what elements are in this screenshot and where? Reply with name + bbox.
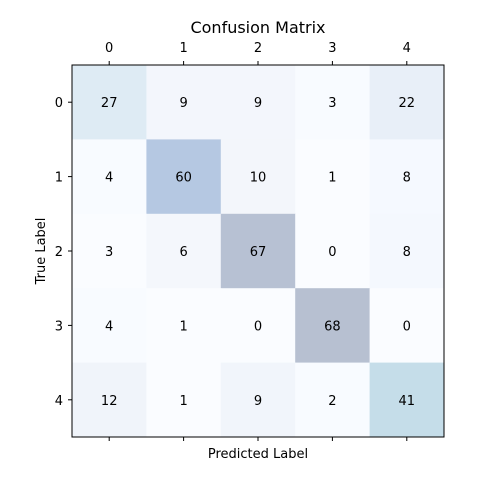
cell-value-1-3: 1 (328, 171, 336, 186)
y-axis-label: True Label (34, 218, 49, 286)
heatmap-cell-3-0 (72, 288, 147, 364)
cell-value-0-2: 9 (254, 96, 262, 111)
x-axis-label: Predicted Label (208, 447, 308, 462)
heatmap-cell-3-2 (220, 288, 296, 364)
cell-value-2-4: 8 (403, 245, 411, 260)
heatmap-cell-4-3 (295, 362, 371, 438)
cell-value-0-1: 9 (179, 96, 187, 111)
heatmap-cell-0-4 (369, 65, 445, 140)
heatmap-cell-3-3 (295, 288, 371, 364)
heatmap-cell-1-0 (72, 139, 147, 215)
cell-value-1-4: 8 (403, 171, 411, 186)
x-tick-label-2: 2 (254, 41, 262, 56)
y-tick-label-2: 2 (55, 245, 63, 260)
cell-value-2-1: 6 (179, 245, 187, 260)
cell-value-2-0: 3 (105, 245, 113, 260)
y-tick-label-3: 3 (55, 319, 63, 334)
heatmap-cell-2-4 (369, 213, 445, 289)
heatmap-cell-4-4 (369, 362, 445, 438)
y-tick-label-1: 1 (55, 171, 63, 186)
y-tick-label-4: 4 (55, 394, 63, 409)
cell-value-2-2: 67 (250, 245, 267, 260)
cell-value-4-4: 41 (399, 394, 416, 409)
plot-frame (71, 64, 445, 438)
heatmap-cell-4-1 (146, 362, 222, 438)
cell-value-0-0: 27 (101, 96, 118, 111)
heatmap-cell-3-4 (369, 288, 445, 364)
cell-value-0-3: 3 (328, 96, 336, 111)
chart-title: Confusion Matrix (190, 18, 325, 37)
heatmap-cell-1-2 (220, 139, 296, 215)
heatmap-cell-2-0 (72, 213, 147, 289)
heatmap-cells: 27 9 9 3 224 60 10 1 83 6 67 0 84 1 0 68 012 1 9 2 41 (72, 65, 445, 438)
cell-value-3-3: 68 (324, 319, 341, 334)
heatmap-cell-1-1 (146, 139, 222, 215)
cell-value-4-2: 9 (254, 394, 262, 409)
heatmap-cell-0-0 (72, 65, 147, 140)
cell-value-1-2: 10 (250, 171, 267, 186)
cell-value-3-0: 4 (105, 319, 113, 334)
heatmap-cell-0-2 (220, 65, 296, 140)
heatmap-cell-1-3 (295, 139, 371, 215)
cell-value-0-4: 22 (399, 96, 416, 111)
cell-value-3-1: 1 (179, 319, 187, 334)
cell-value-4-1: 1 (179, 394, 187, 409)
heatmap-cell-4-0 (72, 362, 147, 438)
heatmap-cell-2-2 (220, 213, 296, 289)
cell-value-4-3: 2 (328, 394, 336, 409)
cell-value-4-0: 12 (101, 394, 118, 409)
heatmap-cell-0-3 (295, 65, 371, 140)
cell-value-3-4: 0 (403, 319, 411, 334)
heatmap-cell-2-1 (146, 213, 222, 289)
x-tick-label-3: 3 (328, 41, 336, 56)
y-tick-label-0: 0 (55, 96, 63, 111)
cell-value-1-1: 60 (175, 171, 192, 186)
heatmap-cell-1-4 (369, 139, 445, 215)
cell-value-1-0: 4 (105, 171, 113, 186)
x-tick-label-0: 0 (105, 41, 113, 56)
heatmap-cell-3-1 (146, 288, 222, 364)
cell-value-3-2: 0 (254, 319, 262, 334)
x-tick-label-4: 4 (403, 41, 411, 56)
heatmap-cell-4-2 (220, 362, 296, 438)
cell-value-2-3: 0 (328, 245, 336, 260)
heatmap-cell-2-3 (295, 213, 371, 289)
heatmap-cell-0-1 (146, 65, 222, 140)
x-tick-label-1: 1 (179, 41, 187, 56)
